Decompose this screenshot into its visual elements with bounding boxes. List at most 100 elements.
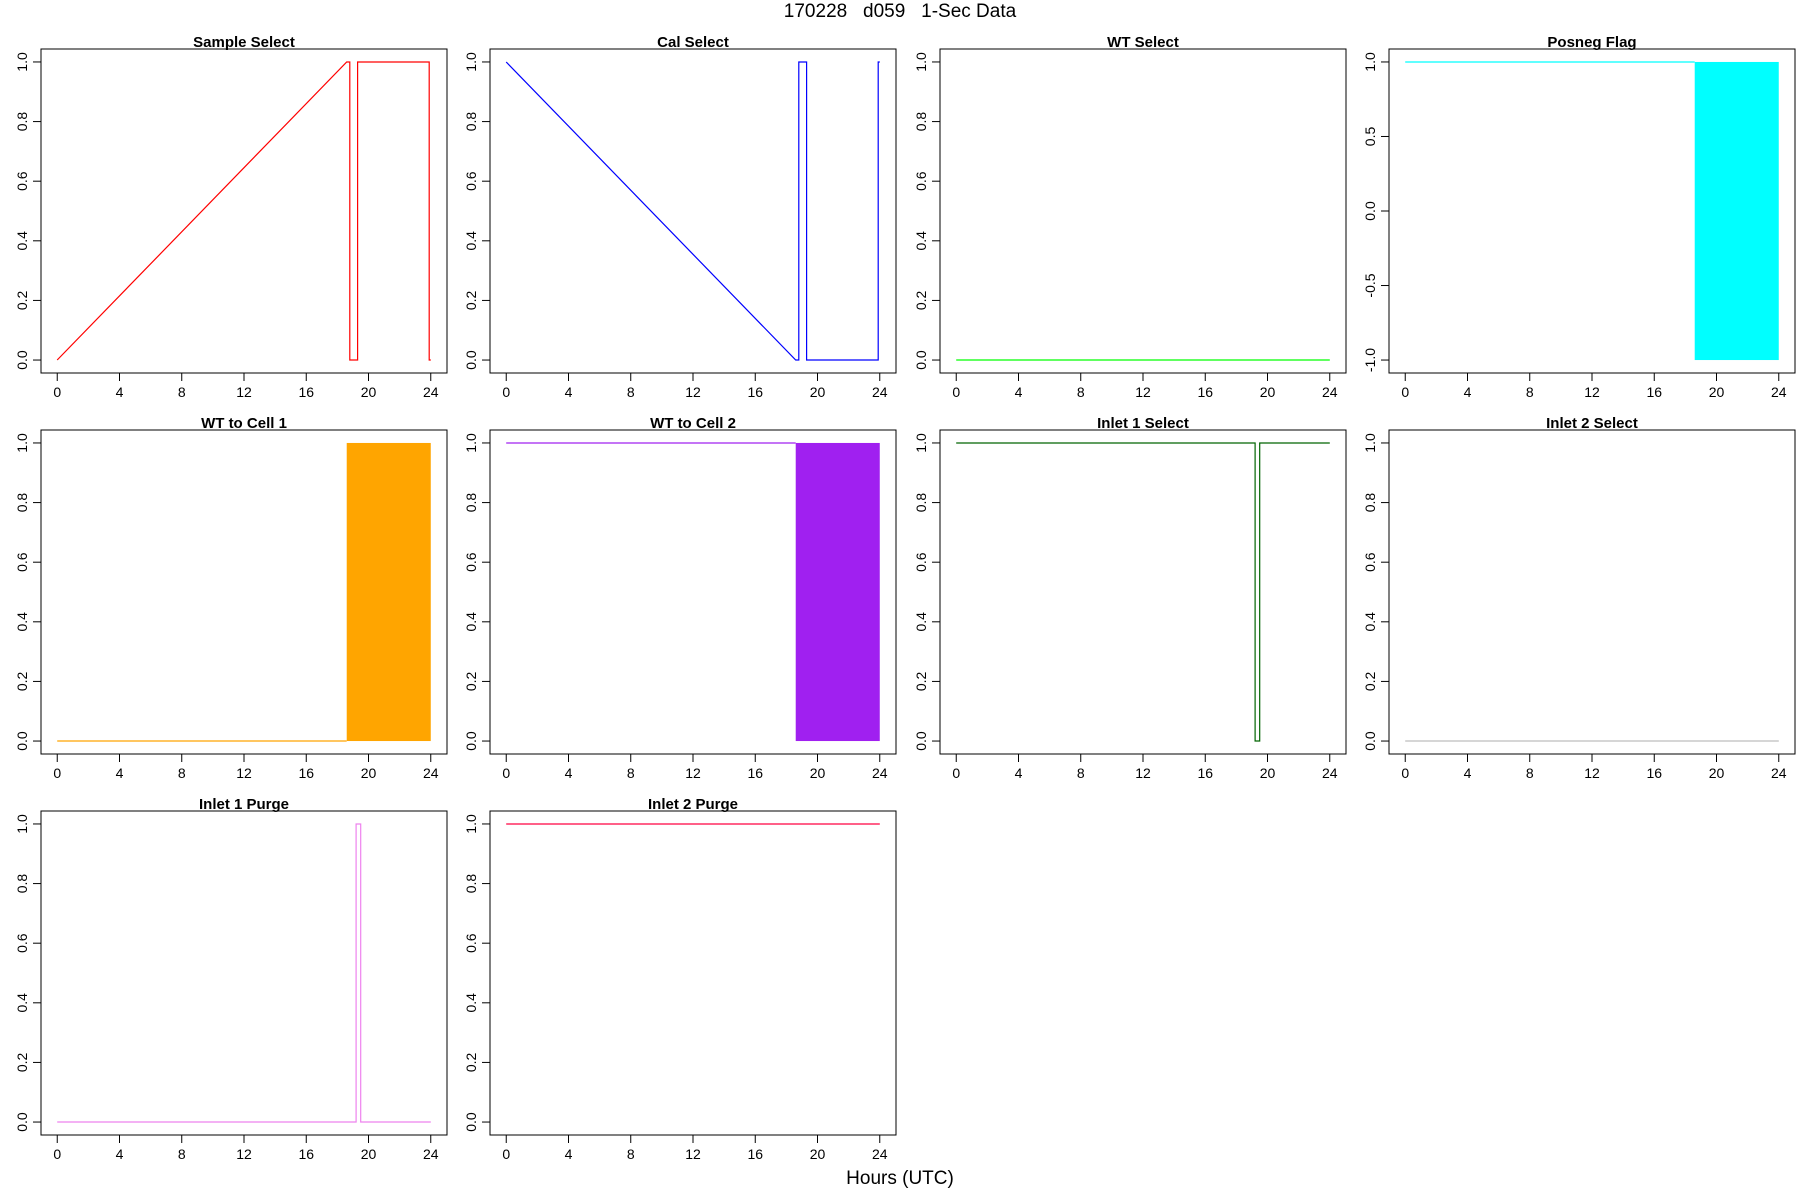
y-tick-label: 0.2 (463, 671, 479, 691)
x-tick-label: 24 (1771, 765, 1787, 781)
x-tick-label: 16 (298, 765, 314, 781)
x-tick-label: 12 (1135, 765, 1151, 781)
x-tick-label: 0 (502, 384, 510, 400)
x-tick-label: 20 (1709, 765, 1725, 781)
x-tick-label: 24 (423, 384, 439, 400)
x-tick-label: 4 (1464, 384, 1472, 400)
y-tick-label: 0.8 (913, 112, 929, 132)
y-tick-label: 0.8 (1362, 493, 1378, 513)
series-line (57, 823, 431, 1123)
y-tick-label: 0.6 (913, 552, 929, 572)
y-tick-label: 0.4 (913, 612, 929, 632)
chart-panel: Inlet 1 Select 0 4 8 12 16 20 24 0.0 0.2 0.4 0.6 0.8… (913, 415, 1347, 781)
x-tick-label: 24 (872, 384, 888, 400)
x-tick-label: 0 (502, 1146, 510, 1162)
y-tick-label: 0.2 (14, 1052, 30, 1072)
x-tick-label: 0 (1401, 765, 1409, 781)
x-tick-label: 4 (116, 384, 124, 400)
x-tick-label: 8 (1077, 384, 1085, 400)
x-tick-label: 20 (361, 765, 377, 781)
panel-title: Inlet 2 Purge (648, 796, 738, 813)
y-tick-label: 0.2 (1362, 671, 1378, 691)
y-tick-label: 0.6 (14, 552, 30, 572)
y-tick-label: 1.0 (913, 433, 929, 453)
y-tick-label: 1.0 (1362, 433, 1378, 453)
y-tick-label: 0.8 (463, 874, 479, 894)
chart-panel: Sample Select 0 4 8 12 16 20 24 0.0 0.2 0.4 0.6 0.8 1… (14, 34, 448, 400)
y-tick-label: 0.2 (463, 1052, 479, 1072)
x-tick-label: 12 (236, 1146, 252, 1162)
chart-panel: Inlet 1 Purge 0 4 8 12 16 20 24 0.0 0.2 0.4 0.6 0.8 1… (14, 796, 448, 1162)
x-tick-label: 0 (952, 765, 960, 781)
x-tick-label: 4 (1015, 384, 1023, 400)
x-tick-label: 24 (423, 765, 439, 781)
y-tick-label: 0.6 (14, 933, 30, 953)
x-tick-label: 16 (298, 384, 314, 400)
y-tick-label: 0.0 (14, 350, 30, 370)
y-tick-label: 0.8 (14, 493, 30, 513)
x-tick-label: 0 (53, 765, 61, 781)
x-tick-label: 12 (236, 765, 252, 781)
y-tick-label: 0.6 (913, 171, 929, 191)
y-tick-label: 0.0 (463, 1112, 479, 1132)
chart-panel: WT to Cell 2 0 4 8 12 16 20 24 0.0 0.2 0.4 0.6 0.8 1.… (463, 415, 897, 781)
panel-title: Cal Select (657, 34, 729, 51)
x-tick-label: 24 (872, 1146, 888, 1162)
panel-title: Posneg Flag (1547, 34, 1636, 51)
x-tick-label: 4 (565, 384, 573, 400)
x-tick-label: 12 (685, 384, 701, 400)
y-tick-label: 0.2 (913, 290, 929, 310)
series-line (505, 61, 880, 361)
x-tick-label: 4 (1015, 765, 1023, 781)
x-tick-label: 12 (685, 1146, 701, 1162)
x-tick-label: 8 (178, 765, 186, 781)
x-tick-label: 24 (1322, 384, 1338, 400)
x-tick-label: 4 (565, 1146, 573, 1162)
x-tick-label: 8 (178, 384, 186, 400)
y-tick-label: 0.2 (463, 290, 479, 310)
y-tick-label: 0.8 (463, 112, 479, 132)
x-axis-label: Hours (UTC) (846, 1168, 954, 1189)
x-tick-label: 24 (423, 1146, 439, 1162)
plot-frame (1388, 429, 1796, 755)
y-tick-label: 1.0 (463, 433, 479, 453)
x-tick-label: 16 (1197, 765, 1213, 781)
plot-frame (40, 810, 448, 1136)
panel-title: WT to Cell 2 (650, 415, 736, 432)
y-tick-label: 0.2 (913, 671, 929, 691)
filled-block (346, 442, 431, 742)
y-tick-label: 1.0 (14, 433, 30, 453)
series-line (956, 442, 1330, 742)
chart-panel: Cal Select 0 4 8 12 16 20 24 0.0 0.2 0.4 0.6 0.8 1.0 (463, 34, 897, 400)
y-tick-label: 0.4 (463, 993, 479, 1013)
series-line (56, 61, 431, 361)
x-tick-label: 20 (810, 384, 826, 400)
x-tick-label: 0 (502, 765, 510, 781)
y-tick-label: 0.4 (463, 612, 479, 632)
x-tick-label: 20 (361, 1146, 377, 1162)
x-tick-label: 8 (1526, 384, 1534, 400)
y-tick-label: 0.0 (1362, 731, 1378, 751)
panel-title: Inlet 1 Purge (199, 796, 289, 813)
y-tick-label: 0.6 (463, 933, 479, 953)
panel-title: Sample Select (193, 34, 295, 51)
x-tick-label: 0 (952, 384, 960, 400)
y-tick-label: 0.5 (1362, 127, 1378, 147)
chart-panel: Inlet 2 Select 0 4 8 12 16 20 24 0.0 0.2 0.4 0.6 0.8… (1362, 415, 1796, 781)
y-tick-label: 0.4 (463, 231, 479, 251)
y-tick-label: 0.4 (14, 612, 30, 632)
y-tick-label: 0.0 (1362, 201, 1378, 221)
x-tick-label: 8 (627, 1146, 635, 1162)
x-tick-label: 24 (872, 765, 888, 781)
x-tick-label: 16 (1197, 384, 1213, 400)
y-tick-label: 1.0 (463, 814, 479, 834)
x-tick-label: 4 (116, 765, 124, 781)
y-tick-label: 0.0 (14, 1112, 30, 1132)
filled-block (1694, 61, 1779, 361)
x-tick-label: 4 (565, 765, 573, 781)
x-tick-label: 16 (747, 1146, 763, 1162)
chart-panel: Inlet 2 Purge 0 4 8 12 16 20 24 0.0 0.2 0.4 0.6 0.8 1… (463, 796, 897, 1162)
y-tick-label: 1.0 (463, 52, 479, 72)
y-tick-label: 0.4 (14, 993, 30, 1013)
x-tick-label: 8 (1077, 765, 1085, 781)
